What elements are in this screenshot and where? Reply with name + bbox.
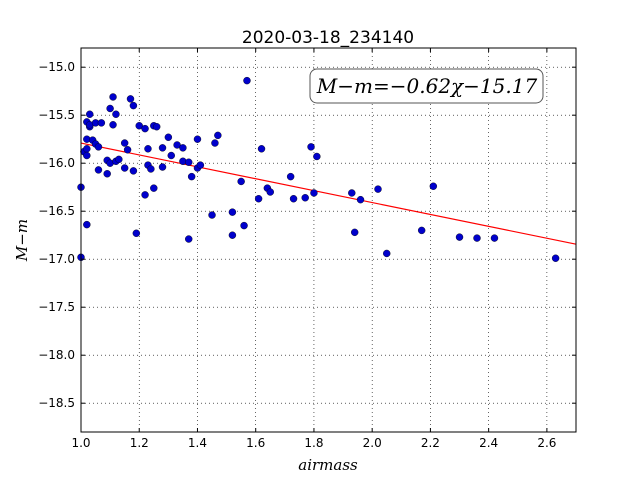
data-point xyxy=(185,235,193,243)
data-point xyxy=(173,141,181,149)
data-point xyxy=(153,123,161,131)
chart-title: 2020-03-18_234140 xyxy=(242,28,414,48)
fit-line-group xyxy=(80,142,577,245)
data-point xyxy=(289,195,298,203)
data-point xyxy=(348,189,356,197)
x-tick-label: 1.6 xyxy=(246,436,265,450)
data-point xyxy=(129,167,138,175)
axis-ticks: 1.0 1.2 1.4 1.6 1.8 2.0 2.2 2.4 2.6 −15.0 −15.5 −16… xyxy=(38,48,576,450)
data-point xyxy=(144,145,152,153)
data-point xyxy=(112,110,120,118)
data-point xyxy=(106,104,114,113)
data-point xyxy=(97,119,106,127)
data-point xyxy=(185,158,193,166)
x-tick-label: 1.0 xyxy=(71,436,90,450)
data-point xyxy=(150,184,158,192)
data-points xyxy=(77,76,560,262)
data-point xyxy=(86,110,94,118)
data-point xyxy=(129,101,138,110)
y-tick-label: −18.5 xyxy=(38,396,75,410)
data-point xyxy=(158,144,167,152)
data-point xyxy=(240,221,248,230)
data-point xyxy=(141,191,149,199)
data-point xyxy=(126,95,135,103)
data-point xyxy=(429,182,438,190)
data-point xyxy=(109,93,117,101)
data-point xyxy=(193,135,202,143)
data-point xyxy=(417,226,426,235)
data-point xyxy=(141,124,149,133)
data-point xyxy=(109,121,117,129)
data-point xyxy=(123,146,132,154)
data-point xyxy=(211,139,219,147)
data-point xyxy=(94,143,103,151)
data-point xyxy=(83,220,91,229)
data-point xyxy=(187,172,196,181)
x-tick-label: 1.4 xyxy=(188,436,207,450)
data-point xyxy=(179,144,187,152)
data-point xyxy=(214,131,222,140)
fit-equation-box: M−m=−0.62χ−15.17 xyxy=(309,68,544,104)
data-point xyxy=(286,172,295,181)
data-point xyxy=(147,165,155,173)
data-point xyxy=(266,188,274,196)
x-tick-label: 2.6 xyxy=(537,436,556,450)
grid-lines xyxy=(80,48,576,432)
x-tick-label: 2.4 xyxy=(479,436,498,450)
data-point xyxy=(228,208,237,216)
data-point xyxy=(83,151,91,160)
data-point xyxy=(473,234,481,242)
data-point xyxy=(158,163,167,171)
data-point xyxy=(132,229,141,237)
data-point xyxy=(83,145,91,153)
data-point xyxy=(490,234,499,242)
data-point xyxy=(208,211,216,219)
data-point xyxy=(455,233,464,241)
data-point xyxy=(115,155,123,164)
fit-equation: M−m=−0.62χ−15.17 xyxy=(316,74,538,98)
data-point xyxy=(383,249,391,258)
data-point xyxy=(120,139,129,147)
data-point xyxy=(254,195,263,203)
data-point xyxy=(120,164,129,172)
data-point xyxy=(237,177,245,186)
y-tick-label: −18.0 xyxy=(38,348,75,362)
y-tick-label: −17.5 xyxy=(38,300,75,314)
data-point xyxy=(351,228,359,237)
x-axis-label: airmass xyxy=(298,456,358,474)
x-tick-label: 2.2 xyxy=(421,436,440,450)
data-point xyxy=(94,166,103,174)
y-tick-label: −15.5 xyxy=(38,108,75,122)
data-point xyxy=(243,76,251,85)
data-point xyxy=(356,195,365,204)
y-tick-label: −15.0 xyxy=(38,60,75,74)
data-point xyxy=(164,133,173,141)
y-axis-label: M−m xyxy=(13,219,31,262)
data-point xyxy=(310,189,318,197)
data-point xyxy=(551,254,560,262)
fit-line xyxy=(80,142,577,245)
data-point xyxy=(257,145,266,153)
data-point xyxy=(103,170,111,178)
data-point xyxy=(135,122,143,130)
x-tick-label: 1.8 xyxy=(304,436,323,450)
y-tick-label: −17.0 xyxy=(38,252,75,266)
data-point xyxy=(301,194,309,202)
data-point xyxy=(167,151,175,160)
data-point xyxy=(228,231,237,239)
data-point xyxy=(374,185,382,193)
x-tick-label: 2.0 xyxy=(363,436,382,450)
y-tick-label: −16.0 xyxy=(38,156,75,170)
data-point xyxy=(313,152,321,161)
x-tick-label: 1.2 xyxy=(130,436,149,450)
data-point xyxy=(307,143,315,151)
data-point xyxy=(196,161,205,169)
plot-frame xyxy=(80,47,577,433)
y-tick-label: −16.5 xyxy=(38,204,75,218)
